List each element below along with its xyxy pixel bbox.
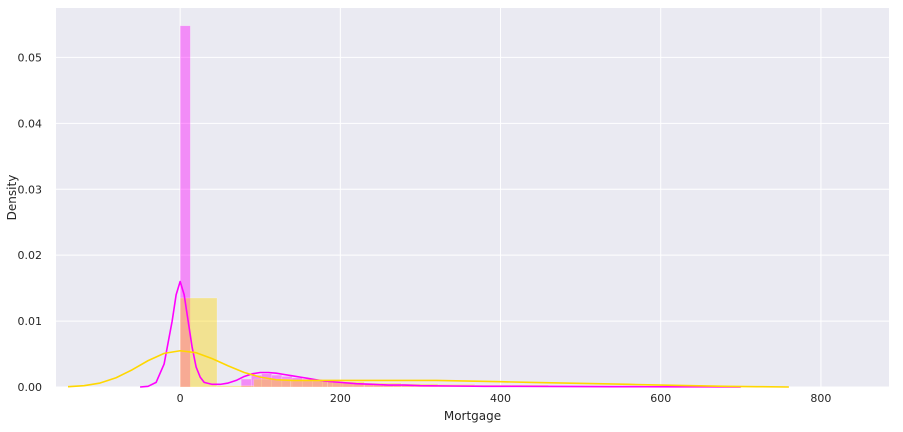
x-tick-label: 0 [177, 392, 184, 405]
x-tick-label: 800 [810, 392, 831, 405]
x-tick-label: 400 [490, 392, 511, 405]
y-axis-label: Density [5, 175, 19, 221]
y-axis-ticks: 0.00 0.01 0.02 0.03 0.04 0.05 [18, 51, 43, 394]
y-tick-label: 0.03 [18, 183, 43, 196]
y-tick-label: 0.04 [18, 117, 43, 130]
y-tick-label: 0.05 [18, 51, 43, 64]
histogram-bar-series-2 [217, 386, 254, 387]
x-tick-label: 600 [650, 392, 671, 405]
x-axis-label: Mortgage [444, 409, 501, 423]
y-tick-label: 0.01 [18, 315, 43, 328]
x-axis-ticks: 0 200 400 600 800 [177, 392, 832, 405]
x-tick-label: 200 [330, 392, 351, 405]
y-tick-label: 0.00 [18, 381, 43, 394]
y-tick-label: 0.02 [18, 249, 43, 262]
